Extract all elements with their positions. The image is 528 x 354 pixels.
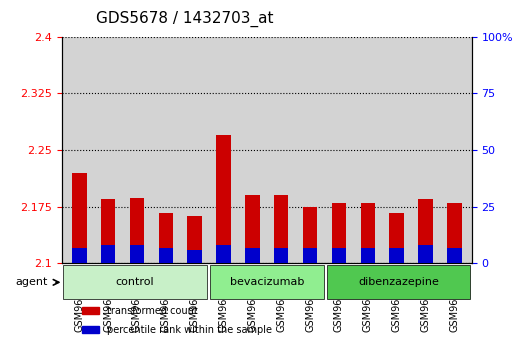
FancyBboxPatch shape <box>210 265 324 299</box>
Bar <box>245 195 260 263</box>
Bar <box>390 247 404 263</box>
Bar <box>187 216 202 263</box>
Bar <box>130 198 144 263</box>
Bar <box>245 247 260 263</box>
Bar <box>447 247 461 263</box>
Text: percentile rank within the sample: percentile rank within the sample <box>107 325 272 335</box>
Bar <box>101 245 115 263</box>
Text: control: control <box>116 277 155 287</box>
FancyBboxPatch shape <box>63 265 207 299</box>
Bar <box>418 245 433 263</box>
Bar <box>158 213 173 263</box>
Bar <box>72 173 87 263</box>
Bar <box>418 199 433 263</box>
Bar <box>216 135 231 263</box>
Bar <box>332 203 346 263</box>
Bar <box>390 213 404 263</box>
Bar <box>216 245 231 263</box>
Bar <box>130 245 144 263</box>
Text: GDS5678 / 1432703_at: GDS5678 / 1432703_at <box>96 11 274 27</box>
Bar <box>303 207 317 263</box>
Bar <box>82 307 99 314</box>
Bar <box>274 195 288 263</box>
Bar <box>274 247 288 263</box>
Bar <box>361 247 375 263</box>
Bar <box>187 250 202 263</box>
Text: agent: agent <box>15 277 48 287</box>
Bar <box>332 247 346 263</box>
Bar <box>72 247 87 263</box>
Text: bevacizumab: bevacizumab <box>230 277 304 287</box>
Bar <box>303 247 317 263</box>
Bar <box>158 247 173 263</box>
Bar <box>101 199 115 263</box>
Text: dibenzazepine: dibenzazepine <box>358 277 439 287</box>
Text: transformed count: transformed count <box>107 306 198 316</box>
Bar <box>361 203 375 263</box>
FancyBboxPatch shape <box>327 265 470 299</box>
Bar <box>82 326 99 333</box>
Bar <box>447 203 461 263</box>
